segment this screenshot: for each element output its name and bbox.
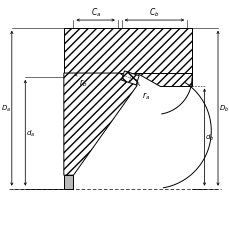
Text: $d_b$: $d_b$ [204,132,214,143]
Polygon shape [64,29,191,74]
Text: $D_b$: $D_b$ [218,104,228,114]
Text: $C_a$: $C_a$ [90,7,100,19]
Text: $r_a$: $r_a$ [141,90,149,101]
Text: $C_b$: $C_b$ [149,7,159,19]
Polygon shape [64,74,136,175]
Text: $d_a$: $d_a$ [26,128,35,138]
Text: $D_a$: $D_a$ [1,104,11,114]
Polygon shape [121,72,139,85]
Polygon shape [136,74,191,86]
Polygon shape [64,175,73,189]
Text: $r_b$: $r_b$ [79,78,87,89]
